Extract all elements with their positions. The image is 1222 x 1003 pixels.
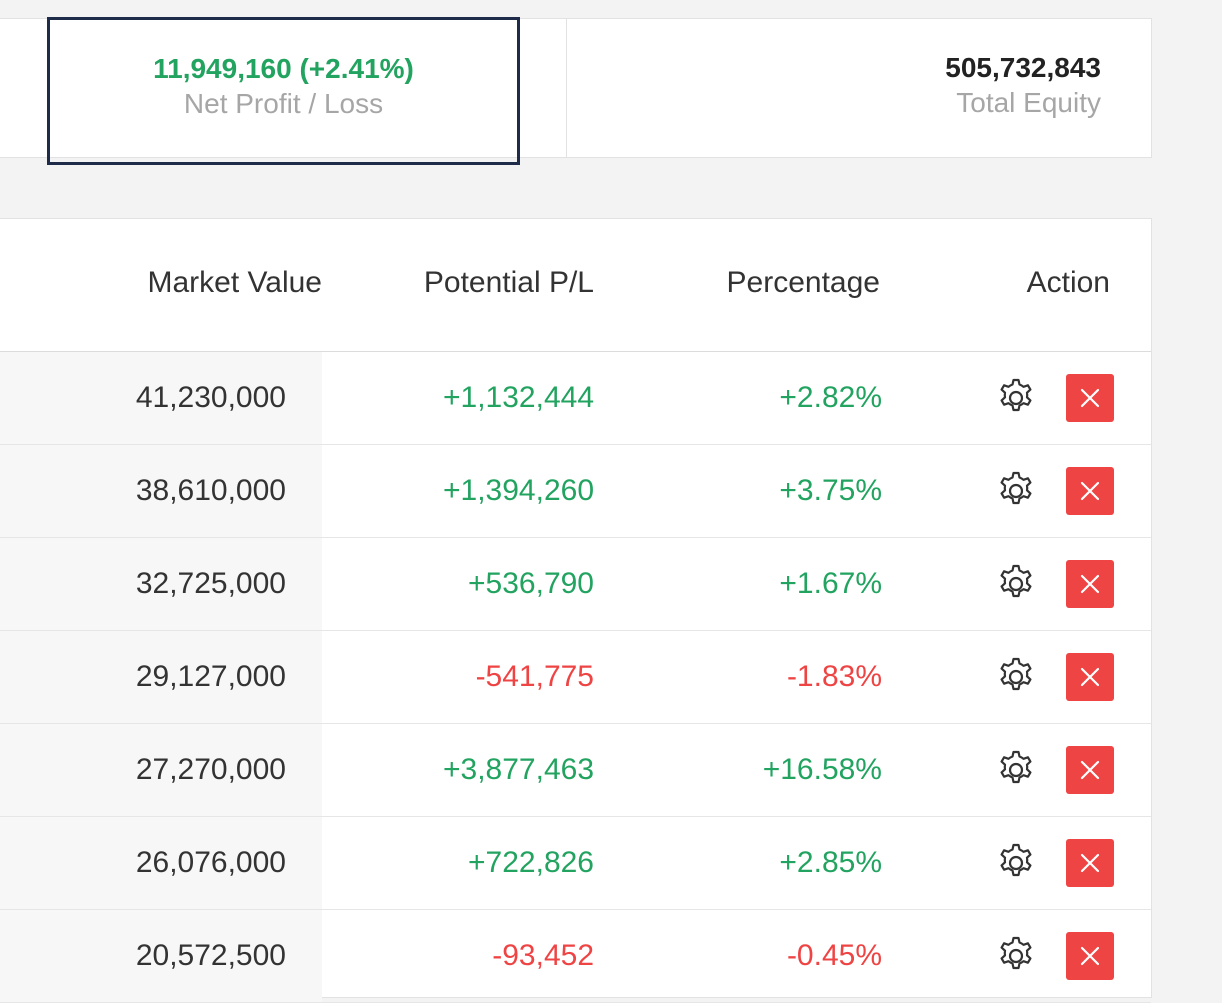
close-icon [1080,481,1100,501]
market-value-cell: 20,572,500 [0,910,322,1002]
total-equity-card[interactable]: 505,732,843 Total Equity [567,19,1101,157]
gear-icon[interactable] [992,374,1040,422]
percentage-cell: +16.58% [762,753,882,786]
market-value-cell: 27,270,000 [0,724,322,816]
potential-pl-cell: +1,394,260 [443,474,594,507]
close-icon [1080,760,1100,780]
table-row[interactable]: 20,572,500 -93,452 -0.45% [0,910,1151,1003]
total-equity-value: 505,732,843 [945,52,1101,83]
delete-button[interactable] [1066,746,1114,794]
close-icon [1080,853,1100,873]
delete-button[interactable] [1066,839,1114,887]
close-icon [1080,946,1100,966]
delete-button[interactable] [1066,467,1114,515]
column-header-market-value[interactable]: Market Value [0,263,322,303]
holdings-table: Market Value Potential P/L Percentage Ac… [0,218,1152,1003]
delete-button[interactable] [1066,653,1114,701]
table-row[interactable]: 32,725,000 +536,790 +1.67% [0,538,1151,631]
gear-icon[interactable] [992,839,1040,887]
percentage-cell: +1.67% [779,567,882,600]
market-value-cell: 38,610,000 [0,445,322,537]
column-header-action: Action [1026,266,1110,299]
potential-pl-cell: -93,452 [492,939,594,972]
potential-pl-cell: -541,775 [475,660,594,693]
gear-icon[interactable] [992,746,1040,794]
net-profit-loss-label: Net Profit / Loss [183,88,384,119]
portfolio-summary: 11,949,160 (+2.41%) Net Profit / Loss 50… [0,17,1152,165]
potential-pl-cell: +1,132,444 [443,381,594,414]
gear-icon[interactable] [992,467,1040,515]
percentage-cell: +2.85% [779,846,882,879]
percentage-cell: -0.45% [786,939,882,972]
table-row[interactable]: 29,127,000 -541,775 -1.83% [0,631,1151,724]
percentage-cell: +3.75% [779,474,882,507]
column-header-market-value-label: Market Value [147,266,322,299]
table-body: 41,230,000 +1,132,444 +2.82% 38,610,000 … [0,352,1151,1003]
potential-pl-cell: +536,790 [468,567,594,600]
close-icon [1080,574,1100,594]
market-value-cell: 26,076,000 [0,817,322,909]
table-row[interactable]: 41,230,000 +1,132,444 +2.82% [0,352,1151,445]
gear-icon[interactable] [992,932,1040,980]
potential-pl-cell: +722,826 [468,846,594,879]
summary-divider [566,19,567,157]
delete-button[interactable] [1066,374,1114,422]
net-profit-loss-value: 11,949,160 (+2.41%) [153,53,414,84]
gear-icon[interactable] [992,653,1040,701]
percentage-cell: +2.82% [779,381,882,414]
potential-pl-cell: +3,877,463 [443,753,594,786]
net-profit-loss-card[interactable]: 11,949,160 (+2.41%) Net Profit / Loss [47,17,520,165]
table-row[interactable]: 26,076,000 +722,826 +2.85% [0,817,1151,910]
close-icon [1080,388,1100,408]
table-row[interactable]: 38,610,000 +1,394,260 +3.75% [0,445,1151,538]
column-header-percentage[interactable]: Percentage [726,266,880,299]
table-header: Market Value Potential P/L Percentage Ac… [0,219,1151,352]
percentage-cell: -1.83% [786,660,882,693]
gear-icon[interactable] [992,560,1040,608]
close-icon [1080,667,1100,687]
total-equity-label: Total Equity [956,87,1101,118]
table-row[interactable]: 27,270,000 +3,877,463 +16.58% [0,724,1151,817]
delete-button[interactable] [1066,560,1114,608]
delete-button[interactable] [1066,932,1114,980]
market-value-cell: 29,127,000 [0,631,322,723]
column-header-potential-pl[interactable]: Potential P/L [423,266,594,299]
market-value-cell: 41,230,000 [0,352,322,444]
market-value-cell: 32,725,000 [0,538,322,630]
